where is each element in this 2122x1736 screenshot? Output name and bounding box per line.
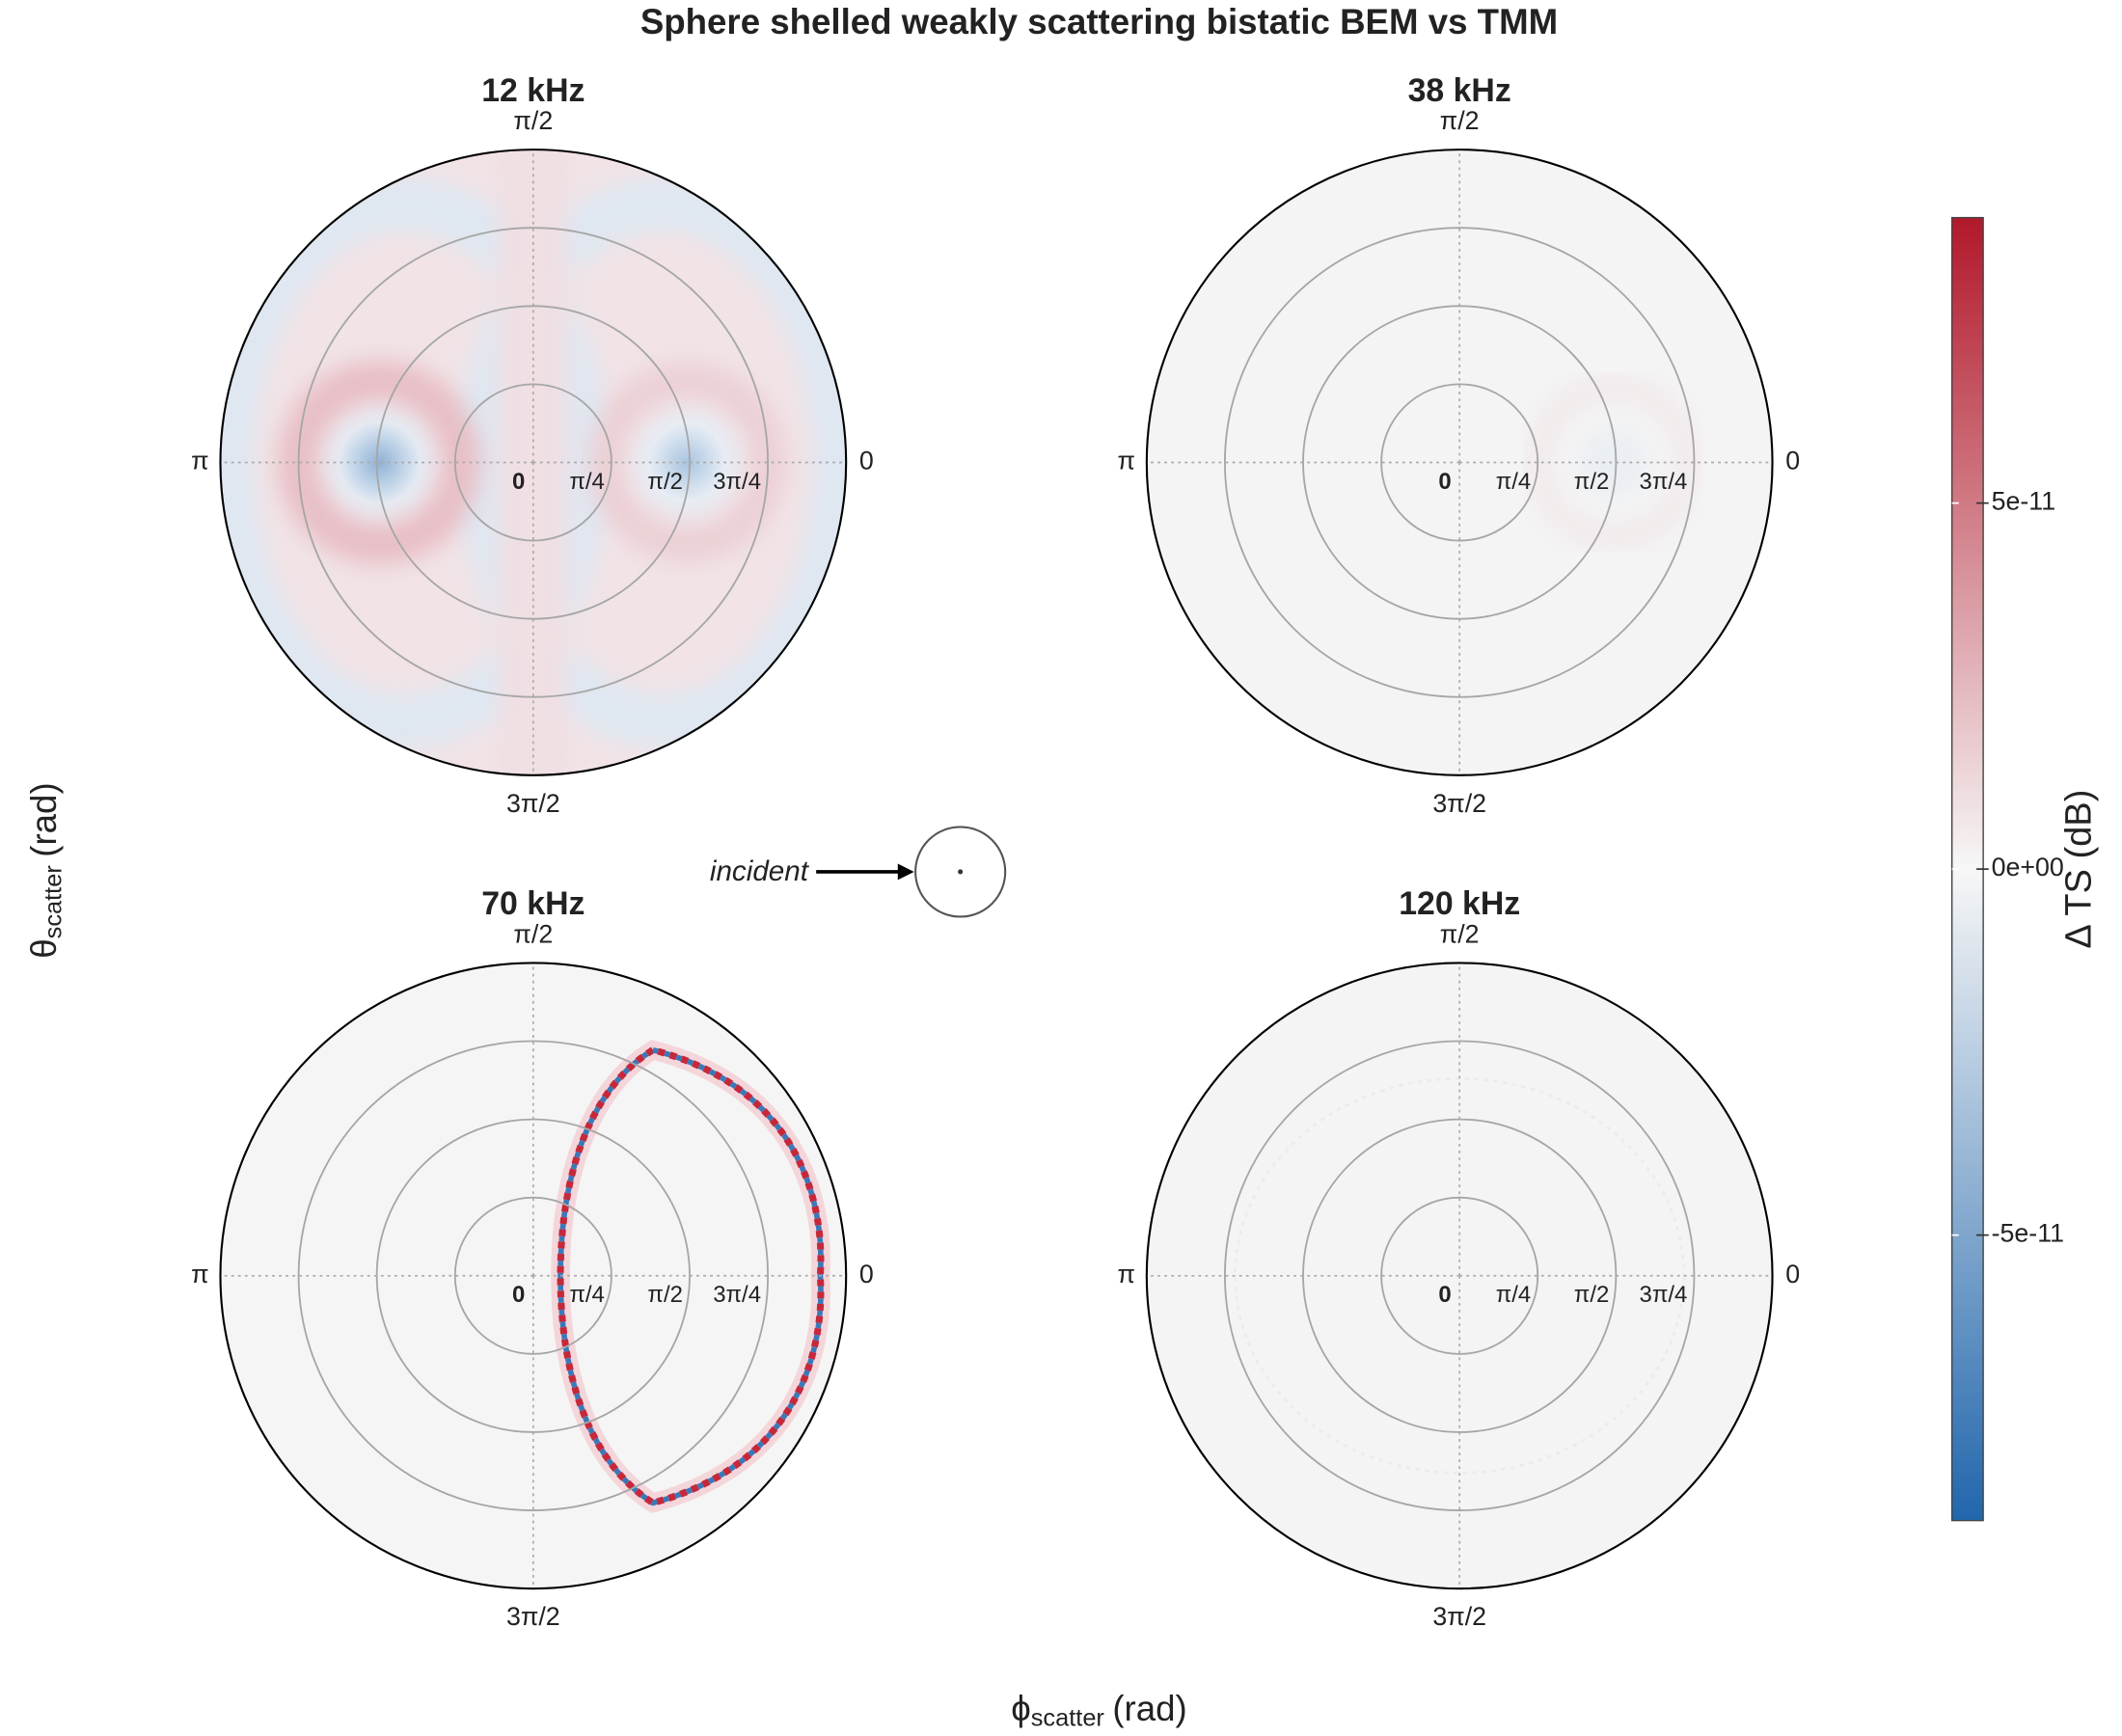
angle-tick-label: 3π/2 xyxy=(1432,1602,1486,1631)
angle-tick-label: π xyxy=(1117,447,1134,475)
panel-title: 120 kHz xyxy=(1399,885,1520,922)
angle-tick-label: π xyxy=(1117,1260,1134,1288)
grid-circle xyxy=(1380,1196,1539,1355)
panel-title: 38 kHz xyxy=(1408,72,1511,109)
colorbar-tick-label: -5e-11 xyxy=(1992,1219,2064,1248)
r-tick-label: 0 xyxy=(512,1282,525,1308)
r-tick-label: π/2 xyxy=(1574,1282,1610,1308)
angle-tick-label: 3π/2 xyxy=(1432,789,1486,818)
angle-tick-label: π/2 xyxy=(1440,106,1480,135)
colorbar-tick-label: 0e+00 xyxy=(1992,853,2064,882)
panel-title: 12 kHz xyxy=(481,72,585,109)
angle-tick-label: 0 xyxy=(1785,1260,1800,1288)
outer-circle xyxy=(219,962,848,1590)
r-tick-label: 0 xyxy=(1438,469,1451,495)
angle-tick-label: 0 xyxy=(1785,447,1800,475)
colorbar-tick-label: 5e-11 xyxy=(1992,487,2056,516)
outer-circle xyxy=(1145,149,1774,776)
angle-tick-label: π/2 xyxy=(513,919,553,948)
r-tick-label: 3π/4 xyxy=(1640,1282,1688,1308)
r-tick-label: 0 xyxy=(1438,1282,1451,1308)
r-tick-label: π/2 xyxy=(647,469,683,495)
r-tick-label: π/4 xyxy=(1496,1282,1532,1308)
panel-title: 70 kHz xyxy=(481,885,585,922)
r-tick-label: 3π/4 xyxy=(1640,469,1688,495)
grid-circle xyxy=(1224,1040,1696,1511)
angle-tick-label: π/2 xyxy=(1440,919,1480,948)
angle-tick-label: 0 xyxy=(859,1260,874,1288)
r-tick-label: π/2 xyxy=(647,1282,683,1308)
r-tick-label: π/4 xyxy=(569,469,605,495)
angle-tick-label: 3π/2 xyxy=(506,789,560,818)
x-axis-label: ϕscatter (rad) xyxy=(1011,1689,1187,1731)
r-tick-label: 3π/4 xyxy=(713,1282,761,1308)
outer-circle xyxy=(1145,962,1774,1590)
incident-dot xyxy=(958,869,964,875)
colorbar-label: Δ TS (dB) xyxy=(2059,790,2100,949)
grid-circle xyxy=(1380,383,1539,542)
arrow-head xyxy=(897,863,914,881)
r-tick-label: π/4 xyxy=(1496,469,1532,495)
r-tick-label: π/2 xyxy=(1574,469,1610,495)
angle-tick-label: 3π/2 xyxy=(506,1602,560,1631)
r-tick-label: π/4 xyxy=(569,1282,605,1308)
grid-circle xyxy=(453,1196,612,1355)
outer-circle xyxy=(219,149,848,776)
grid-circle xyxy=(453,383,612,542)
chart-title: Sphere shelled weakly scattering bistati… xyxy=(640,2,1558,41)
y-axis-label: θscatter(rad) xyxy=(24,782,67,958)
angle-tick-label: 0 xyxy=(859,447,874,475)
r-tick-label: 0 xyxy=(512,469,525,495)
angle-tick-label: π xyxy=(191,1260,208,1288)
grid-circle xyxy=(297,1040,770,1511)
angle-tick-label: π/2 xyxy=(513,106,553,135)
r-tick-label: 3π/4 xyxy=(713,469,761,495)
grid-circle xyxy=(297,227,770,698)
angle-tick-label: π xyxy=(191,447,208,475)
incident-icon xyxy=(914,826,1007,918)
annotation: incident xyxy=(710,855,810,887)
grid-circle xyxy=(1224,227,1696,698)
